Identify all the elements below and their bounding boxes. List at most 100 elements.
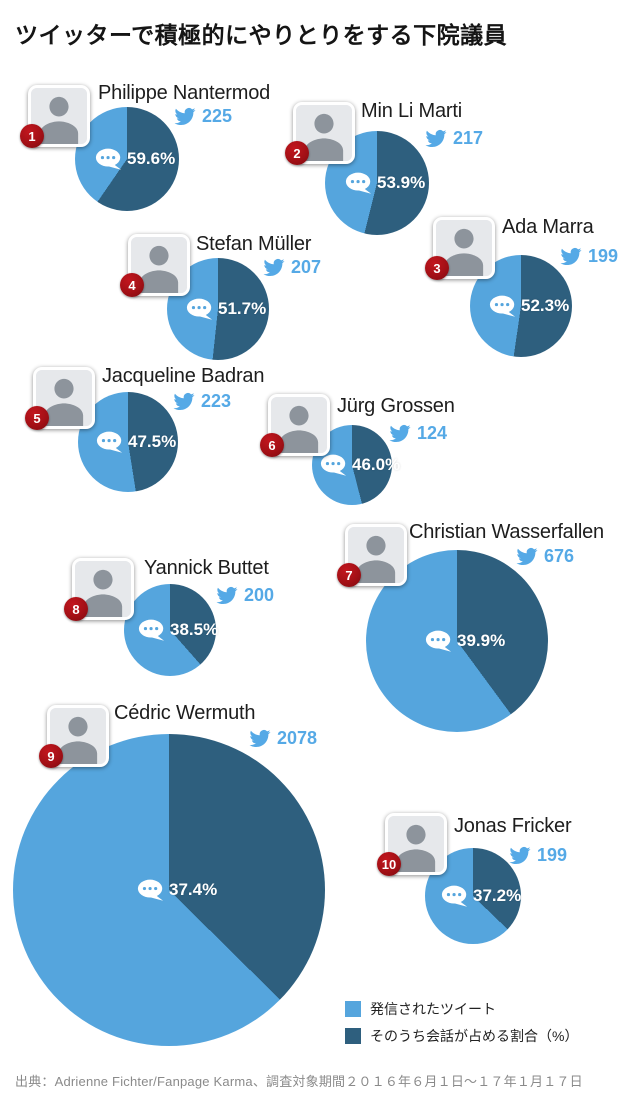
- tweet-count: 217: [453, 128, 484, 148]
- rank-badge: 4: [120, 273, 144, 297]
- twitter-icon: [263, 258, 285, 277]
- speech-bubble-icon: [186, 298, 213, 320]
- conversation-pct-text: 39.9%: [457, 631, 506, 650]
- twitter-icon: [173, 392, 195, 411]
- rank-badge: 9: [39, 744, 63, 768]
- rank-badge: 6: [260, 433, 284, 457]
- legend-swatch-conversation: [345, 1028, 361, 1044]
- member-photo: 1: [20, 85, 90, 148]
- twitter-icon: [249, 729, 271, 748]
- conversation-pct-text: 51.7%: [218, 299, 267, 318]
- speech-bubble-icon: [441, 885, 468, 907]
- tweet-count: 199: [537, 845, 568, 865]
- legend-row-tweets: 発信されたツイート: [345, 999, 578, 1019]
- twitter-icon: [216, 586, 238, 605]
- member-photo: 4: [120, 234, 190, 297]
- twitter-icon: [389, 424, 411, 443]
- member-photo: 3: [425, 217, 495, 280]
- conversation-pct-text: 37.4%: [169, 880, 218, 899]
- member-photo: 8: [64, 558, 134, 621]
- tweet-count-row: 217: [423, 128, 483, 149]
- pie-chart: [13, 734, 325, 1046]
- conversation-pct-text: 38.5%: [170, 620, 219, 639]
- legend-swatch-tweets: [345, 1001, 361, 1017]
- tweet-count: 676: [544, 546, 575, 566]
- member-photo: 9: [39, 705, 109, 768]
- tweet-count-row: 676: [514, 546, 574, 567]
- tweet-count: 2078: [277, 728, 318, 748]
- rank-badge: 10: [377, 852, 401, 876]
- conversation-share-label: 51.7%: [186, 297, 266, 321]
- tweet-count-row: 200: [214, 585, 274, 606]
- speech-bubble-icon: [138, 619, 165, 641]
- conversation-share-label: 46.0%: [320, 453, 400, 477]
- conversation-share-label: 37.2%: [441, 884, 521, 908]
- tweet-count-row: 199: [558, 246, 618, 267]
- conversation-pct-text: 37.2%: [473, 886, 522, 905]
- member-name: Jacqueline Badran: [102, 365, 265, 387]
- member-photo: 5: [25, 367, 95, 430]
- page-title: ツイッターで積極的にやりとりをする下院議員: [15, 22, 508, 48]
- legend-label-tweets: 発信されたツイート: [370, 1001, 496, 1017]
- conversation-share-label: 53.9%: [345, 171, 425, 195]
- member-name: Stefan Müller: [196, 233, 312, 255]
- member-name: Ada Marra: [502, 216, 594, 238]
- tweet-count-row: 124: [387, 423, 447, 444]
- speech-bubble-icon: [96, 431, 123, 453]
- conversation-pct-text: 59.6%: [127, 149, 176, 168]
- member-name: Jürg Grossen: [337, 395, 455, 417]
- conversation-share-label: 52.3%: [489, 294, 569, 318]
- conversation-share-label: 37.4%: [137, 878, 217, 902]
- tweet-count: 199: [588, 246, 619, 266]
- tweet-count: 223: [201, 391, 232, 411]
- tweet-count-row: 207: [261, 257, 321, 278]
- member-name: Cédric Wermuth: [114, 702, 256, 724]
- member-name: Christian Wasserfallen: [409, 521, 604, 543]
- tweet-count: 207: [291, 257, 322, 277]
- tweet-count: 124: [417, 423, 448, 443]
- member-photo: 6: [260, 394, 330, 457]
- twitter-icon: [174, 107, 196, 126]
- rank-badge: 8: [64, 597, 88, 621]
- conversation-share-label: 47.5%: [96, 430, 176, 454]
- speech-bubble-icon: [95, 148, 122, 170]
- twitter-icon: [560, 247, 582, 266]
- rank-badge: 7: [337, 563, 361, 587]
- tweet-count-row: 199: [507, 845, 567, 866]
- legend-label-conversation: そのうち会話が占める割合（%）: [370, 1028, 579, 1044]
- legend-row-conversation: そのうち会話が占める割合（%）: [345, 1026, 578, 1046]
- legend: 発信されたツイート そのうち会話が占める割合（%）: [345, 999, 578, 1046]
- conversation-share-label: 38.5%: [138, 618, 218, 642]
- member-name: Philippe Nantermod: [98, 82, 271, 104]
- conversation-pct-text: 46.0%: [352, 455, 401, 474]
- twitter-icon: [509, 846, 531, 865]
- source-note: 出典：Adrienne Fichter/Fanpage Karma、調査対象期間…: [15, 1074, 583, 1089]
- tweet-count: 200: [244, 585, 275, 605]
- conversation-pct-text: 47.5%: [128, 432, 177, 451]
- speech-bubble-icon: [137, 879, 164, 901]
- member-name: Min Li Marti: [361, 100, 462, 122]
- speech-bubble-icon: [320, 454, 347, 476]
- speech-bubble-icon: [345, 172, 372, 194]
- member-photo: 10: [377, 813, 447, 876]
- conversation-share-label: 39.9%: [425, 629, 505, 653]
- rank-badge: 2: [285, 141, 309, 165]
- speech-bubble-icon: [489, 295, 516, 317]
- conversation-pct-text: 53.9%: [377, 173, 426, 192]
- member-name: Yannick Buttet: [144, 557, 269, 579]
- tweet-count-row: 223: [171, 391, 231, 412]
- pie-chart: [75, 107, 179, 211]
- member-name: Jonas Fricker: [454, 815, 572, 837]
- twitter-icon: [425, 129, 447, 148]
- member-photo: 2: [285, 102, 355, 165]
- rank-badge: 5: [25, 406, 49, 430]
- conversation-share-label: 59.6%: [95, 147, 175, 171]
- conversation-pct-text: 52.3%: [521, 296, 570, 315]
- rank-badge: 1: [20, 124, 44, 148]
- member-photo: 7: [337, 524, 407, 587]
- tweet-count-row: 2078: [247, 728, 317, 749]
- tweet-count-row: 225: [172, 106, 232, 127]
- twitter-icon: [516, 547, 538, 566]
- speech-bubble-icon: [425, 630, 452, 652]
